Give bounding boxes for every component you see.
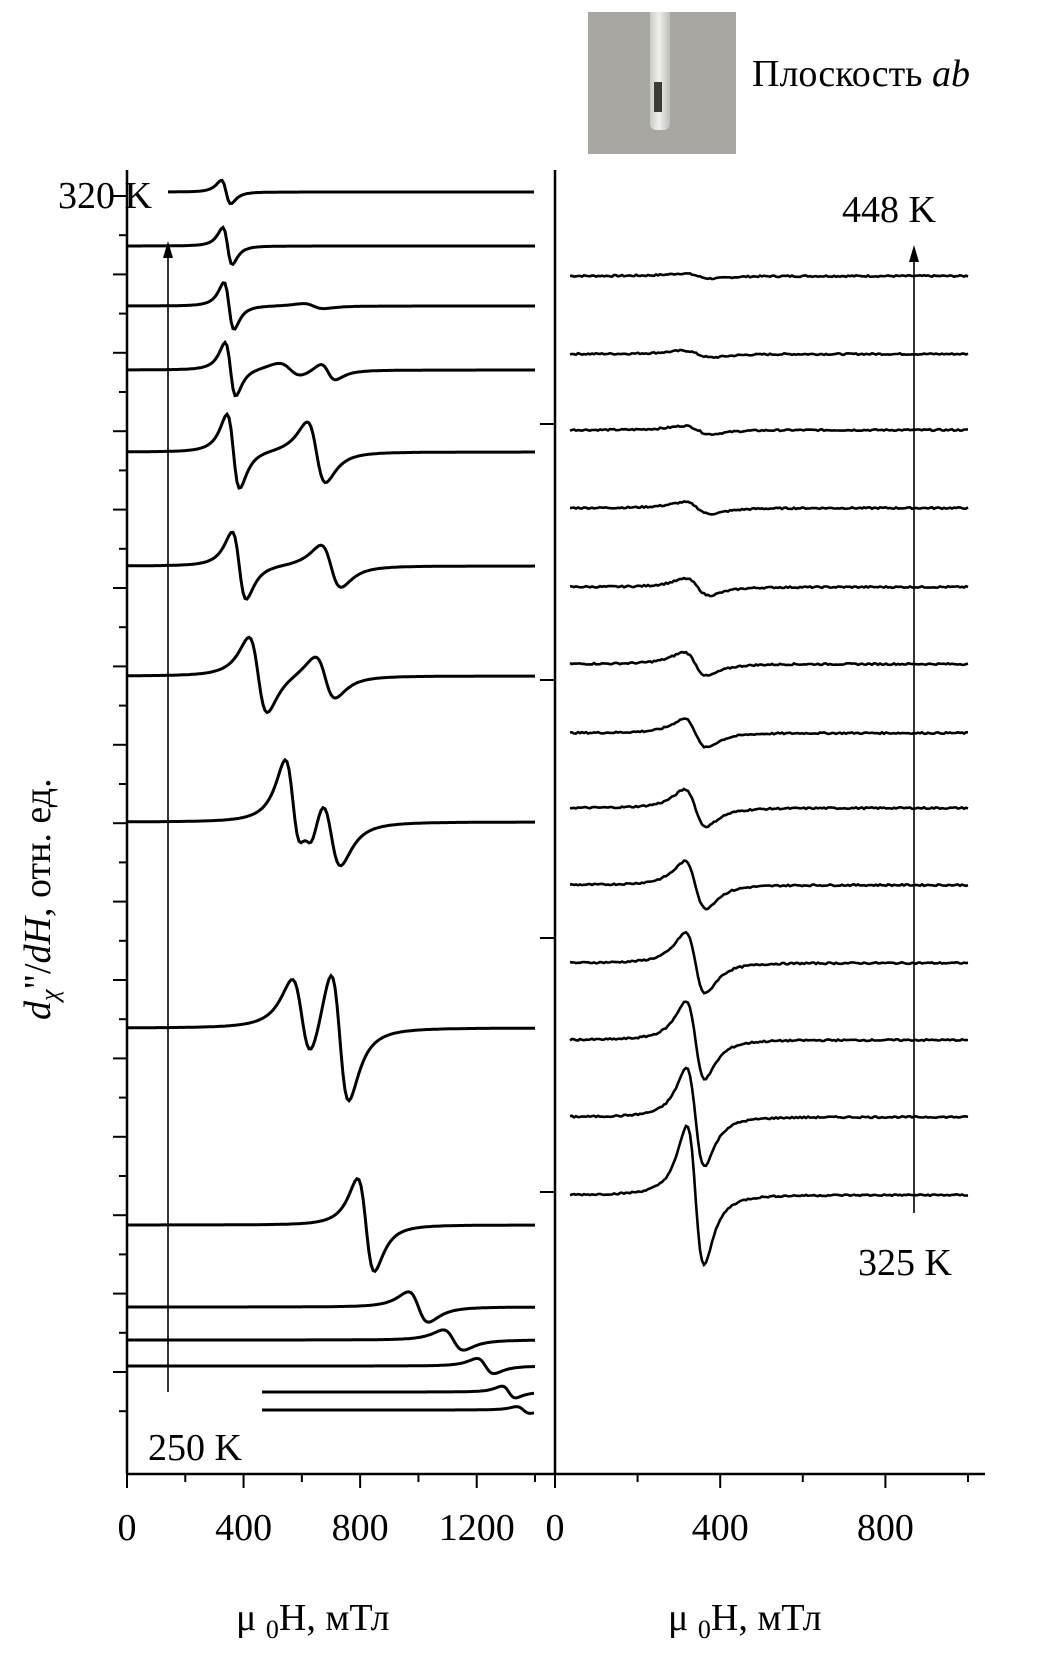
left-spectrum-trace xyxy=(127,411,535,490)
photo-caption: Плоскость ab xyxy=(752,52,970,96)
left-spectrum-trace xyxy=(127,281,535,331)
right-y-ticks xyxy=(540,423,555,1193)
left-top-temperature: 320 K xyxy=(58,175,153,217)
x-label-rest: H, мТл xyxy=(711,1597,822,1639)
right-x-label-text: μ xyxy=(668,1597,688,1639)
left-arrow-head xyxy=(163,241,173,258)
photo-caption-plane: ab xyxy=(932,53,970,95)
y-label-dh: dH xyxy=(17,914,59,963)
left-y-ticks xyxy=(113,195,127,1413)
y-axis-label: dχ"/dH, отн. ед. xyxy=(17,778,64,1020)
left-x-tick-label: 1200 xyxy=(439,1507,515,1549)
photo-caption-text: Плоскость xyxy=(752,53,932,95)
y-label-unit: , отн. ед. xyxy=(17,778,59,917)
left-traces xyxy=(127,178,536,1415)
left-x-label-text: μ xyxy=(236,1597,256,1639)
left-spectrum-trace xyxy=(127,757,535,868)
left-panel: 0 400 800 1200 320 K 250 K μ 0H, мТл dχ"/dH… xyxy=(17,170,555,1644)
right-arrow-head xyxy=(909,245,919,262)
right-spectrum-trace xyxy=(569,787,969,829)
right-spectrum-trace xyxy=(569,271,969,281)
right-top-temperature: 448 K xyxy=(842,189,937,231)
right-spectrum-trace xyxy=(569,1124,969,1268)
left-x-tick-label: 0 xyxy=(118,1507,137,1549)
x-label-rest: H, мТл xyxy=(279,1597,390,1639)
x-label-subscript: 0 xyxy=(698,1615,711,1644)
right-x-tick-label: 400 xyxy=(692,1507,749,1549)
left-x-ticks: 0 400 800 1200 xyxy=(118,1474,536,1549)
right-x-tick-label: 800 xyxy=(857,1507,914,1549)
x-label-subscript: 0 xyxy=(266,1615,279,1644)
left-x-tick-label: 400 xyxy=(215,1507,272,1549)
right-spectrum-trace xyxy=(569,1066,969,1168)
sample-photo xyxy=(588,12,736,154)
left-spectrum-trace xyxy=(127,1290,535,1324)
left-spectrum-trace xyxy=(127,1328,535,1352)
right-spectrum-trace xyxy=(570,859,969,911)
right-spectrum-trace xyxy=(569,348,969,360)
y-label-quote: "/ xyxy=(17,963,59,990)
y-label-d: d xyxy=(17,1000,59,1020)
right-x-label: μ 0H, мТл xyxy=(668,1597,822,1644)
left-x-tick-label: 800 xyxy=(332,1507,389,1549)
right-spectrum-trace xyxy=(569,650,969,677)
right-spectrum-trace xyxy=(569,1000,969,1081)
right-traces xyxy=(569,271,969,1268)
left-spectrum-trace xyxy=(127,1176,535,1274)
left-spectrum-trace xyxy=(262,1384,535,1400)
left-spectrum-trace xyxy=(127,973,535,1104)
left-spectrum-trace xyxy=(262,1405,535,1415)
right-x-ticks: 0 400 800 xyxy=(546,1474,969,1549)
left-x-label: μ 0H, мТл xyxy=(236,1597,390,1644)
left-spectrum-trace xyxy=(127,339,535,398)
left-spectrum-trace xyxy=(127,635,535,715)
left-spectrum-trace xyxy=(168,178,534,206)
left-bottom-temperature: 250 K xyxy=(148,1427,243,1469)
left-spectrum-trace xyxy=(127,225,535,267)
right-spectrum-trace xyxy=(569,930,969,995)
right-panel: 0 400 800 448 K 325 K μ 0H, мТл xyxy=(540,170,985,1644)
y-label-chi: χ xyxy=(35,989,64,1004)
right-spectrum-trace xyxy=(569,717,968,749)
sample-crystal xyxy=(654,82,662,112)
left-spectrum-trace xyxy=(127,1356,536,1375)
right-spectrum-trace xyxy=(569,424,968,437)
left-spectrum-trace xyxy=(127,530,535,601)
right-x-tick-label: 0 xyxy=(546,1507,565,1549)
right-bottom-temperature: 325 K xyxy=(858,1242,953,1284)
right-spectrum-trace xyxy=(569,500,969,516)
right-spectrum-trace xyxy=(569,576,969,598)
